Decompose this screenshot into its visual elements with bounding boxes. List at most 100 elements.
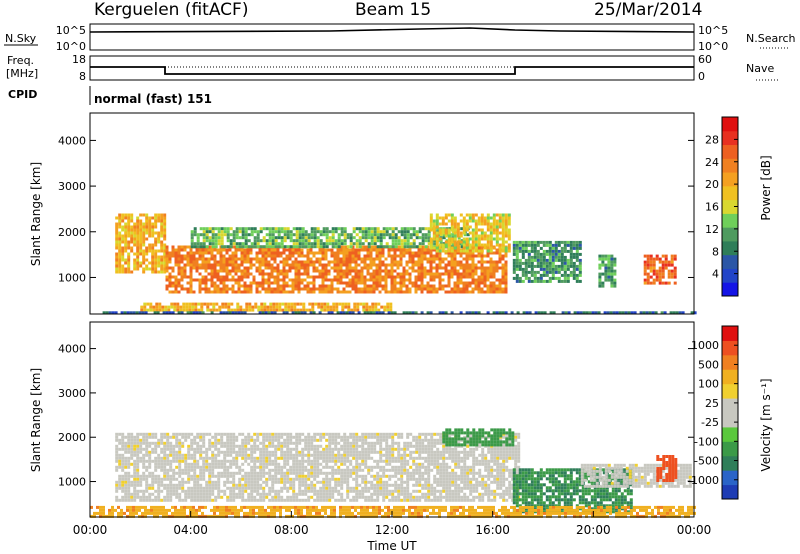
data-cell xyxy=(382,468,386,472)
data-cell xyxy=(471,234,475,238)
data-cell xyxy=(352,495,356,499)
data-cell xyxy=(286,468,290,472)
data-cell xyxy=(492,287,496,291)
data-cell xyxy=(157,495,161,499)
data-cell xyxy=(388,227,392,231)
data-cell xyxy=(142,462,146,466)
data-cell xyxy=(250,444,254,448)
data-cell xyxy=(183,272,187,276)
data-cell xyxy=(220,432,224,436)
data-cell xyxy=(414,275,418,279)
data-cell xyxy=(342,245,346,249)
data-cell xyxy=(274,432,278,436)
nsky-trace xyxy=(89,27,695,33)
data-cell xyxy=(468,257,472,261)
data-cell xyxy=(417,287,421,291)
data-cell xyxy=(133,252,137,256)
data-cell xyxy=(351,278,355,282)
data-cell xyxy=(316,450,320,454)
data-cell xyxy=(693,311,697,315)
data-cell xyxy=(182,302,186,306)
data-cell xyxy=(681,311,685,315)
data-cell xyxy=(238,486,242,490)
data-cell xyxy=(269,302,273,306)
data-cell xyxy=(349,239,353,243)
data-cell xyxy=(405,269,409,273)
data-cell xyxy=(243,269,247,273)
data-cell xyxy=(255,254,259,258)
data-cell xyxy=(151,225,155,229)
data-cell xyxy=(542,267,546,271)
data-cell xyxy=(163,456,167,460)
data-cell xyxy=(358,230,362,234)
data-cell xyxy=(127,483,131,487)
data-cell xyxy=(208,474,212,478)
data-cell xyxy=(306,254,310,258)
data-cell xyxy=(447,254,451,258)
data-cell xyxy=(160,435,164,439)
data-cell xyxy=(303,260,307,264)
data-cell xyxy=(127,450,131,454)
data-cell xyxy=(340,474,344,478)
data-cell xyxy=(253,465,257,469)
data-cell xyxy=(364,432,368,436)
data-cell xyxy=(331,474,335,478)
data-cell xyxy=(127,456,131,460)
data-cell xyxy=(613,281,617,285)
data-cell xyxy=(545,270,549,274)
data-cell xyxy=(292,498,296,502)
data-cell xyxy=(477,234,481,238)
data-cell xyxy=(501,225,505,229)
data-cell xyxy=(411,284,415,288)
data-cell xyxy=(223,459,227,463)
data-cell xyxy=(524,258,528,262)
data-cell xyxy=(373,444,377,448)
data-cell xyxy=(421,239,425,243)
data-cell xyxy=(385,453,389,457)
data-cell xyxy=(504,246,508,250)
data-cell xyxy=(450,237,454,241)
data-cell xyxy=(202,441,206,445)
data-cell xyxy=(168,251,172,255)
data-cell xyxy=(361,459,365,463)
data-cell xyxy=(204,260,208,264)
data-cell xyxy=(277,432,281,436)
data-cell xyxy=(151,243,155,247)
data-cell xyxy=(118,486,122,490)
data-cell xyxy=(560,273,564,277)
data-cell xyxy=(115,489,119,493)
data-cell xyxy=(190,495,194,499)
data-cell xyxy=(133,228,137,232)
data-cell xyxy=(604,266,608,270)
data-cell xyxy=(489,275,493,279)
data-cell xyxy=(447,249,451,253)
data-cell xyxy=(316,498,320,502)
data-cell xyxy=(364,459,368,463)
data-cell xyxy=(226,477,230,481)
data-cell xyxy=(243,281,247,285)
data-cell xyxy=(244,441,248,445)
data-cell xyxy=(264,257,268,261)
data-cell xyxy=(367,498,371,502)
data-cell xyxy=(397,489,401,493)
data-cell xyxy=(336,269,340,273)
data-cell xyxy=(222,254,226,258)
data-cell xyxy=(349,435,353,439)
data-cell xyxy=(340,486,344,490)
data-cell xyxy=(527,258,531,262)
data-cell xyxy=(211,483,215,487)
data-cell xyxy=(193,462,197,466)
data-cell xyxy=(316,447,320,451)
data-cell xyxy=(384,281,388,285)
data-cell xyxy=(262,489,266,493)
data-cell xyxy=(510,311,514,315)
data-cell xyxy=(313,474,317,478)
data-cell xyxy=(450,275,454,279)
data-cell xyxy=(179,308,183,312)
data-cell xyxy=(174,257,178,261)
data-cell xyxy=(235,444,239,448)
data-cell xyxy=(548,258,552,262)
data-cell xyxy=(345,251,349,255)
data-cell xyxy=(374,305,378,309)
